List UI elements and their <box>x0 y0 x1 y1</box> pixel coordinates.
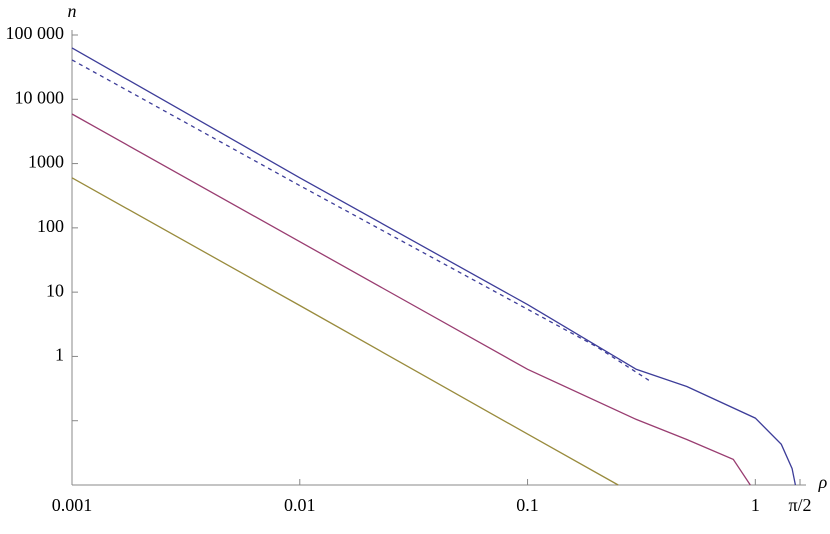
x-tick-label: 0.01 <box>284 495 316 515</box>
x-tick-label: 0.001 <box>52 495 93 515</box>
x-tick-label: π/2 <box>788 495 811 515</box>
x-tick-label: 1 <box>751 495 760 515</box>
x-axis-label: ρ <box>818 472 828 492</box>
y-tick-label: 1 <box>55 345 64 365</box>
series-line <box>71 59 652 383</box>
y-tick-label: 10 000 <box>15 87 65 107</box>
y-tick-label: 100 <box>37 216 64 236</box>
series-line <box>71 177 619 486</box>
series-line <box>71 113 751 486</box>
y-tick-label: 100 000 <box>6 23 65 43</box>
y-tick-label: 1000 <box>28 152 64 172</box>
series-line <box>71 47 797 486</box>
y-axis-label: n <box>68 1 77 21</box>
x-tick-label: 0.1 <box>516 495 539 515</box>
y-tick-label: 10 <box>46 280 64 300</box>
